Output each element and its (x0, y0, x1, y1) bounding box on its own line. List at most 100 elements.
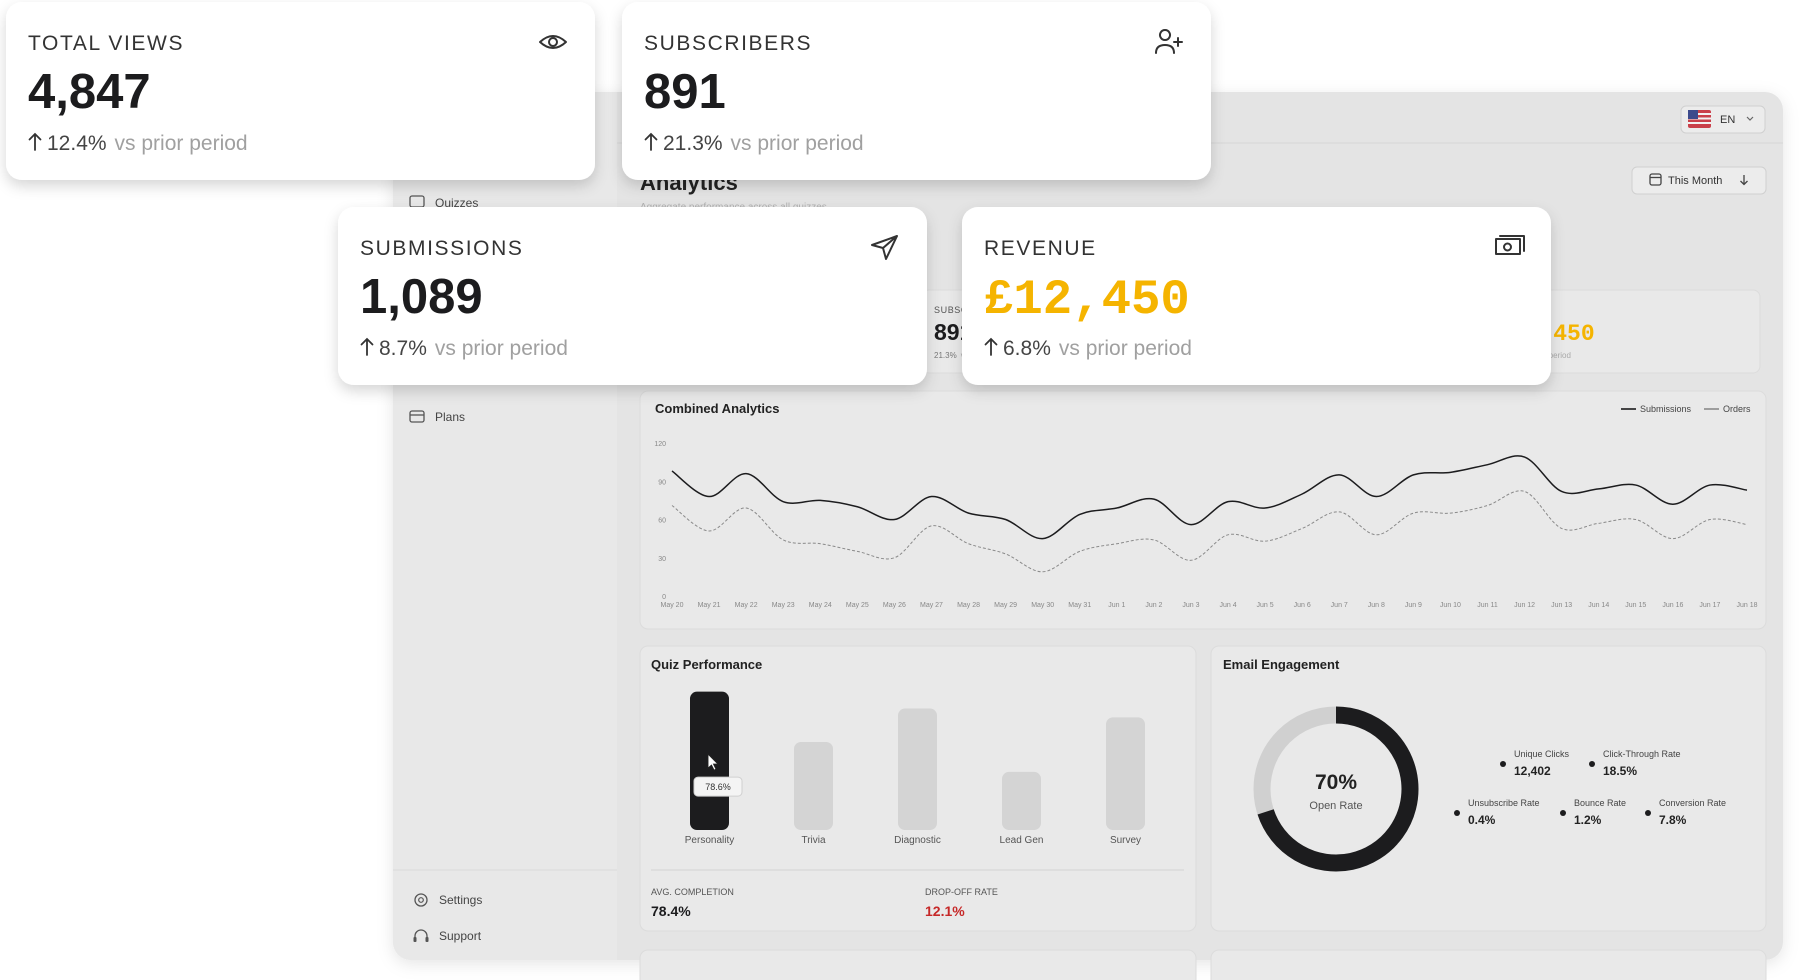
language-selector[interactable]: EN (1680, 105, 1766, 134)
x-tick-label: Diagnostic (894, 835, 941, 846)
period-selector[interactable]: This Month (1631, 166, 1767, 195)
x-tick-label: Jun 13 (1551, 602, 1572, 609)
chart-title: Combined Analytics (655, 401, 779, 416)
x-tick-label: Jun 8 (1368, 602, 1385, 609)
metric-dot (1560, 810, 1566, 816)
y-tick-label: 60 (658, 518, 666, 525)
x-tick-label: May 28 (957, 602, 980, 609)
stat-icon (539, 35, 567, 49)
y-tick-label: 120 (654, 441, 666, 448)
flag-stripe (1688, 117, 1711, 120)
change: 12.4% (47, 132, 107, 155)
comparison: vs prior period (115, 132, 248, 155)
x-tick-label: Jun 18 (1736, 602, 1757, 609)
period-label: This Month (1668, 175, 1722, 187)
x-tick-label: May 25 (846, 602, 869, 609)
legend-label: Submissions (1640, 404, 1692, 414)
stat-card: SUBMISSIONS 1,089 8.7% vs prior period (338, 207, 927, 385)
stat-value: 891 (644, 65, 726, 119)
x-tick-label: Jun 12 (1514, 602, 1535, 609)
x-tick-label: Jun 10 (1440, 602, 1461, 609)
bar-chart: Personality 78.6% Trivia Diagnostic Lead Gen… (651, 691, 1145, 919)
metric-value: 12,402 (1514, 764, 1551, 778)
x-tick-label: May 30 (1031, 602, 1054, 609)
stat-value: £12,450 (984, 272, 1190, 328)
sidebar-item[interactable]: Support (413, 929, 482, 943)
metric-label: Bounce Rate (1574, 798, 1626, 808)
language-label: EN (1720, 114, 1735, 126)
up-arrow (360, 337, 374, 356)
support-icon-ear (425, 937, 429, 942)
metric-dot (1454, 810, 1460, 816)
comparison: vs prior period (435, 337, 568, 360)
chart-title: Quiz Performance (651, 657, 762, 672)
bar[interactable] (1002, 771, 1041, 830)
x-tick-label: May 21 (698, 602, 721, 609)
change: 21.3% (663, 132, 723, 155)
donut-arc (1257, 706, 1419, 872)
email-engagement: 70% Open Rate Unique Clicks 12,402 Click-Thr… (1253, 706, 1726, 872)
stat-icon (1495, 235, 1525, 255)
x-tick-label: Jun 3 (1182, 602, 1199, 609)
up-arrow (644, 132, 658, 151)
support-icon (414, 929, 428, 940)
stat-label: REVENUE (984, 237, 1097, 260)
x-tick-label: Jun 5 (1257, 602, 1274, 609)
legend-label: Orders (1723, 404, 1751, 414)
stat-icon (871, 235, 898, 260)
metric-dot (1645, 810, 1651, 816)
sidebar-label[interactable]: Quizzes (435, 196, 478, 210)
stat-label: TOTAL VIEWS (28, 32, 184, 55)
x-tick-label: Jun 16 (1662, 602, 1683, 609)
x-tick-label: Jun 15 (1625, 602, 1646, 609)
up-arrow (984, 337, 998, 356)
cursor (707, 753, 720, 771)
stat-card-bg (338, 207, 927, 385)
metric-value: 18.5% (1603, 764, 1637, 778)
stat-card: SUBSCRIBERS 891 21.3% vs prior period (622, 2, 1211, 180)
x-tick-label: May 20 (661, 602, 684, 609)
x-tick-label: Jun 6 (1294, 602, 1311, 609)
calendar-icon (1649, 173, 1662, 186)
y-tick-label: 30 (658, 556, 666, 563)
x-tick-label: May 27 (920, 602, 943, 609)
bar[interactable] (898, 708, 937, 830)
x-tick-label: May 23 (772, 602, 795, 609)
settings-icon-core (418, 897, 424, 903)
chevron (1746, 116, 1754, 121)
sidebar-item[interactable]: Plans (409, 410, 465, 424)
partial-card (1210, 949, 1767, 980)
x-tick-label: Jun 14 (1588, 602, 1609, 609)
metric-value: 7.8% (1659, 813, 1687, 827)
x-tick-label: Survey (1110, 835, 1141, 846)
stat-change: 8.7% vs prior period (379, 337, 568, 360)
sidebar-label[interactable]: Settings (439, 893, 482, 907)
flag-stripe (1688, 113, 1711, 115)
card-title: Email Engagement (1223, 657, 1340, 672)
sidebar-item[interactable]: Settings (414, 893, 482, 907)
x-tick-label: Personality (685, 835, 734, 846)
line-series (671, 455, 1748, 540)
donut-value: 70% (1315, 771, 1357, 794)
flag-stripe (1688, 122, 1711, 124)
x-tick-label: May 24 (809, 602, 832, 609)
bar[interactable] (1106, 717, 1145, 830)
period-button[interactable] (1631, 166, 1767, 195)
donut-label: Open Rate (1309, 800, 1362, 812)
comparison: vs prior period (1059, 337, 1192, 360)
support-icon-ear (413, 937, 417, 942)
line-series (671, 490, 1748, 573)
stat-card: REVENUE £12,450 6.8% vs prior period (962, 207, 1551, 385)
metric-value: 0.4% (1468, 813, 1496, 827)
metric-label: Unsubscribe Rate (1468, 798, 1540, 808)
bar[interactable] (794, 742, 833, 830)
sidebar-label[interactable]: Support (439, 929, 482, 943)
change: 21.3% (934, 351, 957, 360)
line-chart: 0 30 60 90 120 May 20 May 21 May 22 May 23 May 24… (654, 404, 1757, 609)
sidebar-label[interactable]: Plans (435, 410, 465, 424)
plans-icon (409, 410, 425, 423)
combined-chart-card (639, 390, 1767, 630)
email-card (1210, 645, 1767, 932)
